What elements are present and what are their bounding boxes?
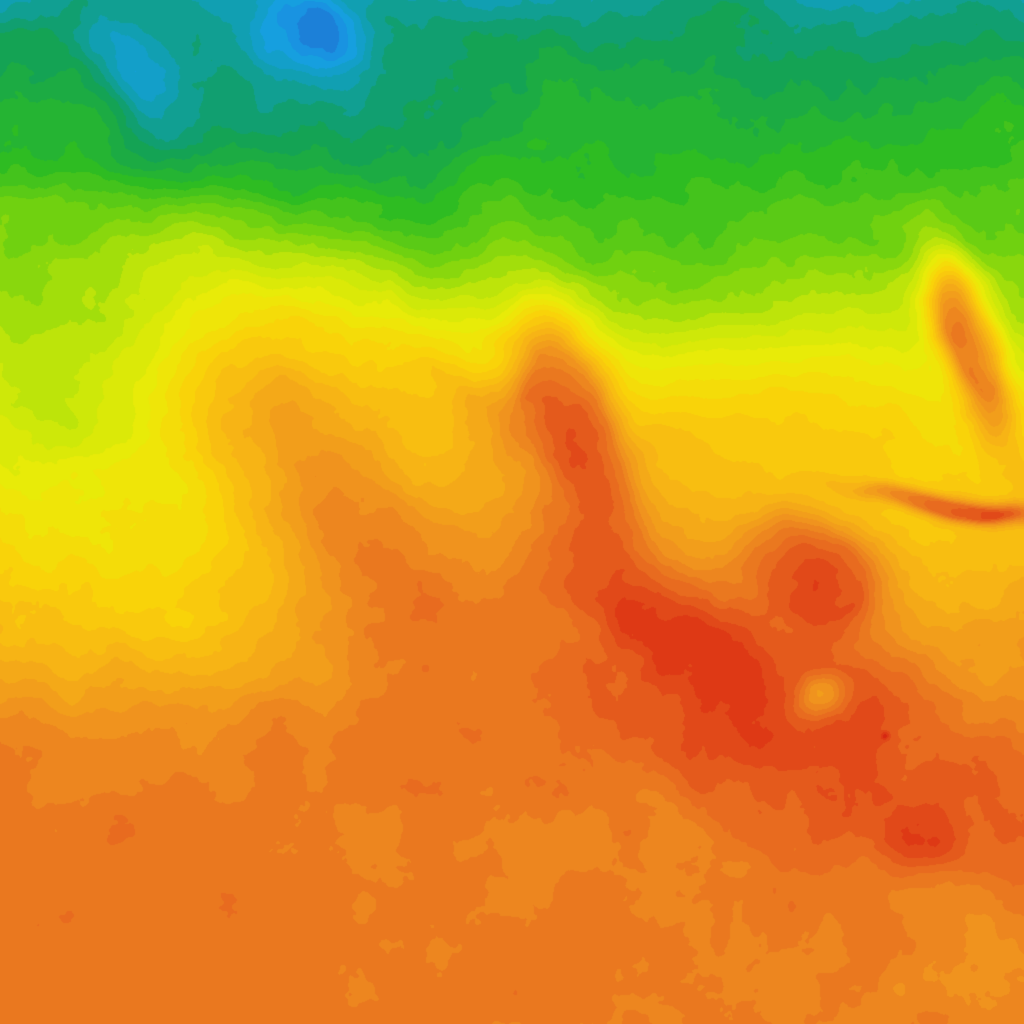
temperature-raster-map[interactable] (0, 0, 1024, 1024)
raster-layer (0, 0, 1024, 1024)
